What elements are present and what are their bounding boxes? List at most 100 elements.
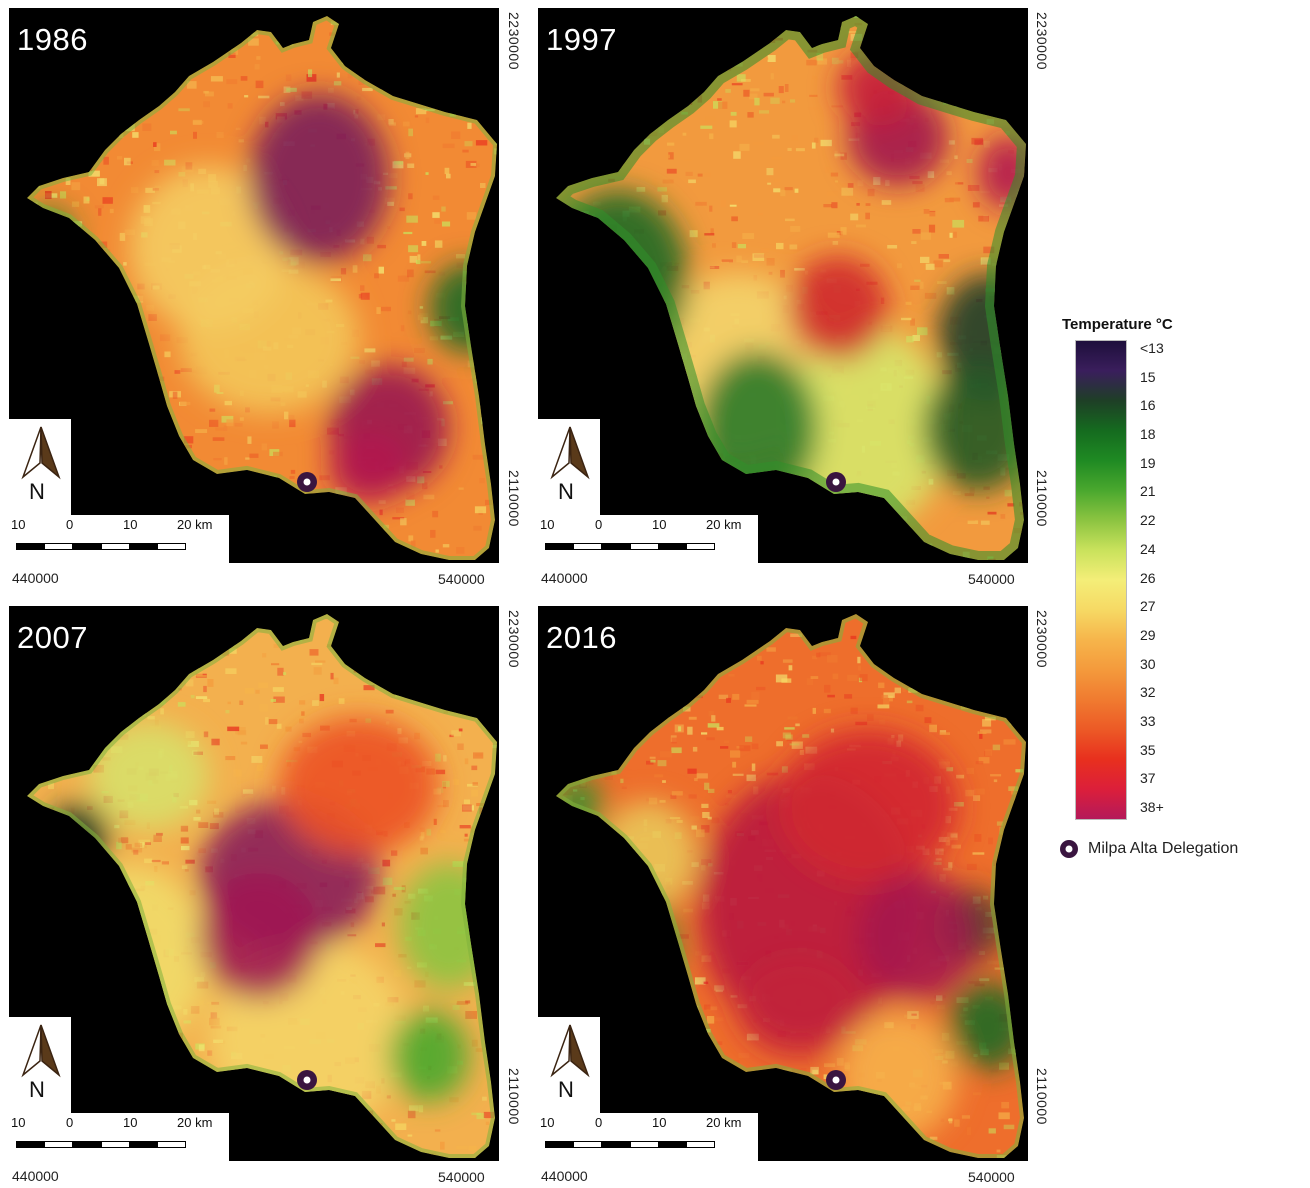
x-coord-left: 440000 [12,570,59,586]
temperature-blob [249,93,389,263]
scale-label: 20 km [177,1115,213,1130]
north-arrow-box: N [9,419,71,515]
legend-tick-label: 21 [1140,483,1156,500]
scale-label: 10 [540,517,555,532]
legend-tick-label: 27 [1140,598,1156,615]
x-coord-right: 540000 [438,571,485,587]
temperature-blob [598,801,698,911]
y-coord-bottom: 2110000 [506,1068,522,1125]
y-coord-bottom: 2110000 [1034,470,1050,527]
legend-tick-label: 16 [1140,397,1156,414]
legend-tick-label: 33 [1140,712,1156,729]
temperature-blob [389,1010,469,1102]
milpa-marker-center [832,1076,840,1084]
scale-bar-box: 10 0 10 20 km [9,1113,229,1161]
x-coord-left: 440000 [541,1168,588,1184]
scale-label: 10 [11,1115,26,1130]
north-arrow-box: N [9,1017,71,1113]
temperature-blob [279,717,439,855]
panel-year: 2016 [546,620,617,655]
temperature-blob [788,256,888,360]
legend-tick-label: <13 [1140,340,1164,356]
y-coord-bottom: 2110000 [1034,1068,1050,1125]
scale-bar-box: 10 0 10 20 km [9,515,229,563]
temperature-blob [27,208,74,268]
north-arrow-icon [21,1024,61,1078]
scale-bar-box: 10 0 10 20 km [538,515,758,563]
x-coord-right: 540000 [968,571,1015,587]
y-coord-top: 2230000 [1034,12,1050,71]
temperature-blob [778,729,958,883]
temperature-map [27,614,497,1158]
north-label: N [558,479,574,504]
y-coord-top: 2230000 [506,12,522,71]
scale-label: 20 km [177,517,213,532]
scale-bar [545,543,715,550]
raster-group [556,16,1026,560]
legend-tick-label: 22 [1140,512,1156,529]
north-arrow-icon [21,426,61,480]
scale-label: 0 [66,517,74,532]
temperature-blob [698,350,818,506]
north-arrow-icon [550,426,590,480]
scale-label: 0 [595,1115,603,1130]
temperature-blob [49,865,209,1047]
scale-label: 10 [652,517,667,532]
temperature-blob [556,190,688,366]
legend-tick-label: 35 [1140,741,1156,758]
legend-tick-label: 38+ [1140,799,1164,815]
scale-bar [16,543,186,550]
x-coord-right: 540000 [438,1169,485,1185]
north-label: N [29,479,45,504]
map-panel-2007: 2007 N 10 0 10 20 km [9,606,499,1161]
panel-year: 1986 [17,22,88,57]
x-coord-right: 540000 [968,1169,1015,1185]
temperature-blob [89,722,209,830]
legend-tick-label: 26 [1140,569,1156,586]
raster-group [27,16,497,560]
legend-tick-label: 30 [1140,655,1156,672]
map-panel-2016: 2016 N 10 0 10 20 km [538,606,1028,1161]
north-arrow-icon [550,1024,590,1078]
scale-label: 20 km [706,517,742,532]
temperature-blob [199,872,319,1000]
north-label: N [558,1077,574,1102]
legend-tick-label: 37 [1140,770,1156,787]
y-coord-top: 2230000 [506,610,522,669]
temperature-blob [129,165,289,331]
scale-label: 10 [540,1115,555,1130]
map-panel-1986: 1986 N 10 0 10 20 km [9,8,499,563]
milpa-marker-center [303,1076,311,1084]
region-edge [27,16,497,560]
milpa-marker-icon [1060,840,1078,858]
raster-group [556,614,1026,1158]
temperature-blob [578,894,678,998]
legend-tick-label: 32 [1140,684,1156,701]
scale-bar [545,1141,715,1148]
north-label: N [29,1077,45,1102]
temperature-blob [838,1010,958,1142]
temperature-map [556,16,1026,560]
legend-tick-label: 19 [1140,454,1156,471]
x-coord-left: 440000 [12,1168,59,1184]
panel-year: 2007 [17,620,88,655]
temperature-blob [49,803,109,869]
scale-label: 10 [123,1115,138,1130]
scale-label: 20 km [706,1115,742,1130]
legend-tick-label: 29 [1140,626,1156,643]
temperature-map [27,16,497,560]
region-edge [556,614,1026,1158]
milpa-marker-center [303,478,311,486]
milpa-marker-center [832,478,840,486]
temperature-blob [329,432,409,504]
region-edge [556,16,1026,560]
y-coord-bottom: 2110000 [506,470,522,527]
scale-label: 0 [66,1115,74,1130]
scale-bar [16,1141,186,1148]
panel-year: 1997 [546,22,617,57]
region-edge [27,614,497,1158]
legend-marker-entry: Milpa Alta Delegation [1058,838,1238,860]
scale-bar-box: 10 0 10 20 km [538,1113,758,1161]
map-panel-1997: 1997 N 10 0 10 20 km [538,8,1028,563]
scale-label: 0 [595,517,603,532]
